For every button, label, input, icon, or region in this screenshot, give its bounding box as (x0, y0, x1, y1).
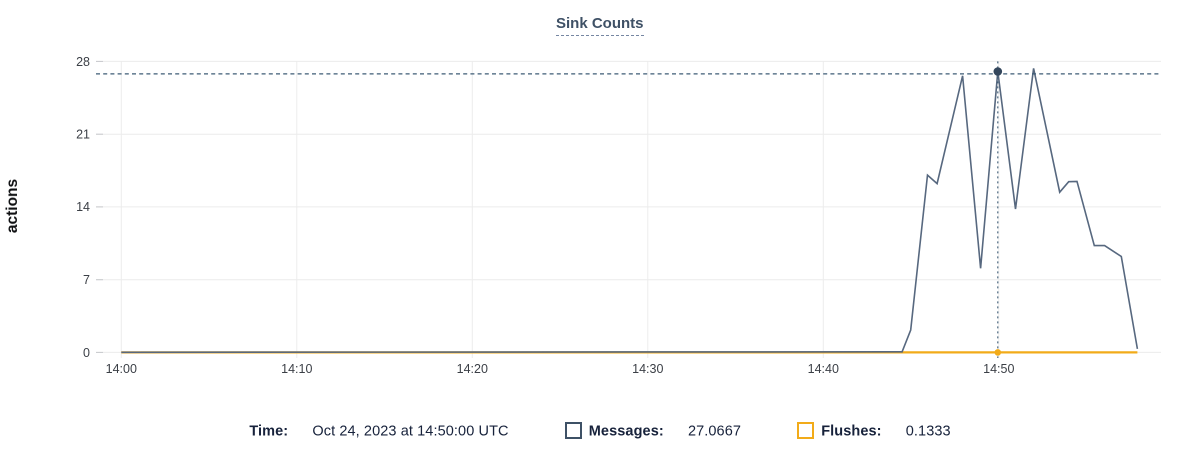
svg-text:0: 0 (83, 346, 90, 360)
svg-text:7: 7 (83, 273, 90, 287)
svg-text:14:40: 14:40 (808, 362, 839, 376)
svg-text:14: 14 (76, 200, 90, 214)
svg-text:14:00: 14:00 (106, 362, 137, 376)
svg-text:14:20: 14:20 (457, 362, 488, 376)
svg-text:14:30: 14:30 (632, 362, 663, 376)
svg-text:21: 21 (76, 128, 90, 142)
svg-text:14:10: 14:10 (281, 362, 312, 376)
svg-text:28: 28 (76, 55, 90, 69)
svg-text:14:50: 14:50 (983, 362, 1014, 376)
